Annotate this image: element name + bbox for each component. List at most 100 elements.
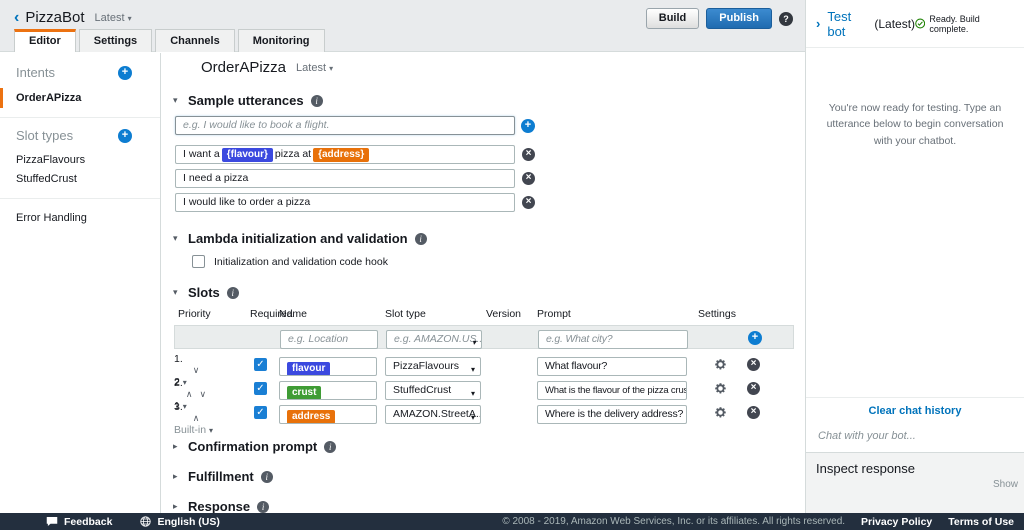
remove-utterance-icon[interactable]: × [522, 196, 535, 209]
test-bot-header[interactable]: › Test bot (Latest) Ready. Build complet… [806, 0, 1024, 48]
new-slot-prompt-input[interactable]: e.g. What city? [538, 330, 688, 349]
col-slot-type: Slot type [385, 308, 426, 320]
feedback-button[interactable]: Feedback [46, 516, 112, 528]
slot-required-checkbox[interactable]: ✓ [254, 358, 267, 371]
section-label: Response [188, 499, 251, 513]
move-down-icon[interactable]: ∨ [199, 389, 207, 399]
slot-name-field[interactable]: flavour [279, 357, 377, 376]
tab-editor[interactable]: Editor [14, 29, 76, 52]
utterance-row[interactable]: I need a pizza [175, 169, 515, 188]
info-icon[interactable]: i [226, 286, 239, 299]
info-icon[interactable]: i [260, 470, 273, 483]
add-intent-icon[interactable]: + [118, 65, 132, 80]
slot-settings-gear-icon[interactable] [714, 382, 727, 395]
bot-version-dropdown[interactable]: Latest ▾ [95, 12, 132, 24]
sidebar-item-orderapizza[interactable]: OrderAPizza [0, 88, 160, 108]
intent-version-dropdown[interactable]: Latest ▾ [296, 62, 333, 74]
sidebar-item-stuffedcrust[interactable]: StuffedCrust [16, 173, 77, 185]
slot-priority: 1. [174, 353, 183, 365]
col-priority: Priority [178, 308, 211, 320]
privacy-policy-link[interactable]: Privacy Policy [861, 515, 933, 528]
slot-prompt-field[interactable]: Where is the delivery address? [537, 405, 687, 424]
sidebar: Intents + OrderAPizza Slot types + Pizza… [0, 53, 161, 513]
remove-slot-icon[interactable]: × [747, 382, 760, 395]
utterance-row[interactable]: I want a {flavour} pizza at {address} [175, 145, 515, 164]
slots-table: Priority Required Name Slot type Version… [174, 308, 794, 436]
section-confirmation-prompt[interactable]: ▸ Confirmation prompt i [173, 439, 805, 454]
slot-version-dropdown[interactable]: 2 ▾ [174, 376, 187, 388]
slot-row: 2. ∧ ∨ ✓ crust StuffedCrust ▾ 1 ▾ What is … [174, 377, 794, 412]
slot-required-checkbox[interactable]: ✓ [254, 406, 267, 419]
sidebar-item-pizzaflavours[interactable]: PizzaFlavours [16, 154, 86, 166]
utterance-text: pizza at [274, 148, 312, 160]
terms-of-use-link[interactable]: Terms of Use [948, 515, 1014, 528]
slot-version-dropdown[interactable]: Built-in ▾ [174, 424, 214, 436]
back-icon[interactable]: ‹ [14, 8, 20, 26]
slot-type-select[interactable]: PizzaFlavours ▾ [385, 357, 481, 376]
slot-settings-gear-icon[interactable] [714, 406, 727, 419]
tab-monitoring[interactable]: Monitoring [237, 29, 325, 52]
add-utterance-icon[interactable]: + [521, 119, 535, 133]
slot-chip-address[interactable]: {address} [313, 148, 370, 162]
section-sample-utterances[interactable]: ▾ Sample utterances i [173, 93, 805, 108]
caret-down-icon: ▾ [182, 378, 187, 387]
slot-type-select[interactable]: AMAZON.StreetA... ▾ [385, 405, 481, 424]
info-icon[interactable]: i [257, 500, 270, 513]
slot-prompt-field[interactable]: What flavour? [537, 357, 687, 376]
slot-prompt-field[interactable]: What is the flavour of the pizza crust? [537, 381, 687, 400]
lambda-init-checkbox[interactable] [192, 255, 205, 268]
slot-name-chip: crust [287, 386, 322, 399]
add-slot-type-icon[interactable]: + [118, 128, 132, 143]
build-button[interactable]: Build [645, 8, 700, 29]
expand-icon: ▸ [173, 501, 178, 511]
utterance-text: I want a [183, 148, 220, 160]
divider [0, 198, 160, 199]
section-response[interactable]: ▸ Response i [173, 499, 805, 513]
sidebar-item-error-handling[interactable]: Error Handling [16, 212, 87, 224]
remove-slot-icon[interactable]: × [747, 406, 760, 419]
divider [0, 117, 160, 118]
slot-type-select[interactable]: StuffedCrust ▾ [385, 381, 481, 400]
move-up-icon[interactable]: ∧ [185, 389, 193, 399]
move-down-icon[interactable]: ∨ [192, 365, 200, 375]
remove-slot-icon[interactable]: × [747, 358, 760, 371]
new-slot-row: e.g. Location e.g. AMAZON.US... ▾ e.g. Wh… [174, 325, 794, 349]
add-slot-icon[interactable]: + [748, 331, 762, 345]
slot-settings-gear-icon[interactable] [714, 358, 727, 371]
slot-required-checkbox[interactable]: ✓ [254, 382, 267, 395]
speech-bubble-icon [46, 517, 58, 526]
section-slots[interactable]: ▾ Slots i [173, 285, 805, 300]
slot-version-dropdown[interactable]: 1 ▾ [174, 400, 187, 412]
section-label: Fulfillment [188, 469, 254, 484]
section-lambda[interactable]: ▾ Lambda initialization and validation i [173, 231, 805, 246]
utterance-row[interactable]: I would like to order a pizza [175, 193, 515, 212]
new-slot-name-input[interactable]: e.g. Location [280, 330, 378, 349]
slot-name-field[interactable]: address [279, 405, 377, 424]
col-prompt: Prompt [537, 308, 571, 320]
section-fulfillment[interactable]: ▸ Fulfillment i [173, 469, 805, 484]
tab-settings[interactable]: Settings [78, 29, 153, 52]
help-icon[interactable]: ? [779, 11, 793, 26]
slot-name-field[interactable]: crust [279, 381, 377, 400]
info-icon[interactable]: i [414, 232, 427, 245]
move-up-icon[interactable]: ∧ [192, 413, 200, 423]
remove-utterance-icon[interactable]: × [522, 148, 535, 161]
slot-chip-flavour[interactable]: {flavour} [221, 148, 273, 162]
new-slot-type-select[interactable]: e.g. AMAZON.US... ▾ [386, 330, 482, 349]
tab-channels[interactable]: Channels [155, 29, 235, 52]
language-selector[interactable]: English (US) [140, 516, 220, 528]
clear-chat-history-link[interactable]: Clear chat history [868, 405, 962, 417]
info-icon[interactable]: i [310, 94, 323, 107]
section-label: Sample utterances [188, 93, 304, 108]
caret-down-icon: ▾ [470, 365, 475, 374]
chat-input[interactable]: Chat with your bot... [818, 430, 916, 442]
info-icon[interactable]: i [324, 440, 337, 453]
new-utterance-input[interactable]: e.g. I would like to book a flight. [175, 116, 515, 135]
caret-down-icon: ▾ [471, 338, 476, 347]
show-detail-toggle[interactable]: Show [992, 479, 1018, 490]
success-check-icon [915, 18, 926, 29]
intent-title: OrderAPizza [201, 59, 287, 76]
publish-button[interactable]: Publish [706, 8, 772, 29]
remove-utterance-icon[interactable]: × [522, 172, 535, 185]
col-name: Name [279, 308, 308, 320]
